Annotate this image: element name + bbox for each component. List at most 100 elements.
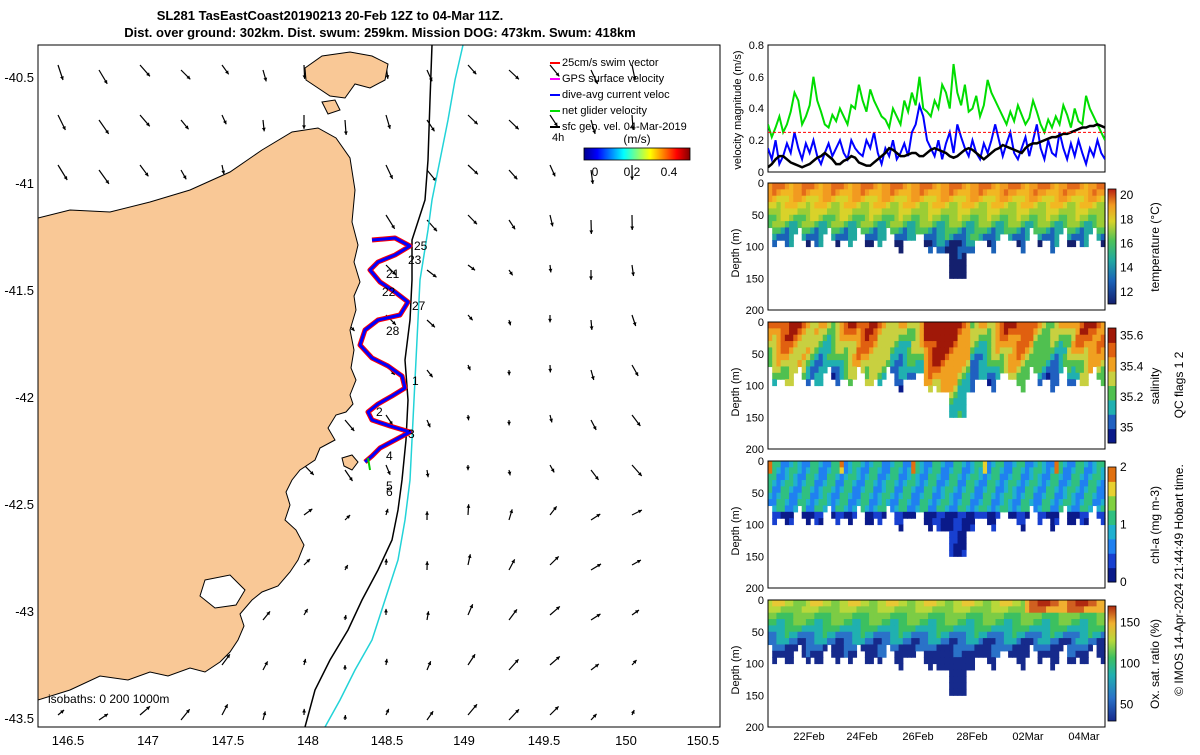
section-cell bbox=[882, 474, 887, 481]
section-cell bbox=[848, 240, 853, 247]
section-cell bbox=[1092, 208, 1097, 215]
section-cell bbox=[987, 480, 992, 487]
section-cell bbox=[861, 638, 866, 645]
section-cell bbox=[861, 606, 866, 613]
section-cell bbox=[1097, 606, 1102, 613]
section-cell bbox=[915, 215, 920, 222]
section-cell bbox=[945, 518, 950, 525]
section-cell bbox=[1038, 613, 1043, 620]
section-cell bbox=[1067, 606, 1072, 613]
section-cell bbox=[1054, 600, 1059, 607]
section-cell bbox=[772, 600, 777, 607]
section-cell bbox=[991, 379, 996, 386]
section-cell bbox=[991, 499, 996, 506]
section-cell bbox=[987, 347, 992, 354]
section-cell bbox=[865, 657, 870, 664]
map-x-tick: 147.5 bbox=[212, 733, 245, 748]
section-cell bbox=[1050, 215, 1055, 222]
section-cell bbox=[1088, 474, 1093, 481]
section-cell bbox=[962, 600, 967, 607]
section-cell bbox=[878, 461, 883, 468]
section-cell bbox=[785, 189, 790, 196]
section-cell bbox=[840, 196, 845, 203]
section-cell bbox=[907, 606, 912, 613]
section-cell bbox=[1054, 328, 1059, 335]
section-cell bbox=[915, 322, 920, 329]
section-cell bbox=[962, 625, 967, 632]
section-cell bbox=[861, 360, 866, 367]
section-cell bbox=[903, 505, 908, 512]
section-cell bbox=[840, 613, 845, 620]
section-cell bbox=[806, 638, 811, 645]
section-cell bbox=[953, 266, 958, 273]
section-cell bbox=[920, 461, 925, 468]
section-cell bbox=[793, 183, 798, 190]
section-cell bbox=[1071, 493, 1076, 500]
section-cell bbox=[789, 467, 794, 474]
section-cell bbox=[928, 480, 933, 487]
section-cell bbox=[1092, 335, 1097, 342]
section-cell bbox=[793, 366, 798, 373]
section-cell bbox=[1097, 322, 1102, 329]
section-cell bbox=[848, 493, 853, 500]
section-cell bbox=[802, 606, 807, 613]
section-cell bbox=[848, 600, 853, 607]
section-cell bbox=[1025, 505, 1030, 512]
section-cell bbox=[970, 328, 975, 335]
section-cell bbox=[958, 651, 963, 658]
colorbar-label: Ox. sat. ratio (%) bbox=[1148, 619, 1162, 709]
section-cell bbox=[878, 518, 883, 525]
section-cell bbox=[958, 474, 963, 481]
section-cell bbox=[903, 493, 908, 500]
section-cell bbox=[793, 613, 798, 620]
section-cell bbox=[966, 354, 971, 361]
section-cell bbox=[920, 354, 925, 361]
section-cell bbox=[966, 644, 971, 651]
section-cell bbox=[962, 664, 967, 671]
section-cell bbox=[924, 373, 929, 380]
section-cell bbox=[958, 253, 963, 260]
section-cell bbox=[1084, 347, 1089, 354]
section-cell bbox=[1067, 215, 1072, 222]
section-cell bbox=[856, 189, 861, 196]
section-cell bbox=[810, 486, 815, 493]
section-cell bbox=[1008, 480, 1013, 487]
section-cell bbox=[861, 221, 866, 228]
section-cell bbox=[1029, 360, 1034, 367]
section-cell bbox=[848, 221, 853, 228]
section-cell bbox=[1080, 467, 1085, 474]
section-cell bbox=[958, 632, 963, 639]
section-cell bbox=[899, 467, 904, 474]
section-cell bbox=[1050, 606, 1055, 613]
section-cell bbox=[932, 657, 937, 664]
section-cell bbox=[924, 379, 929, 386]
section-cell bbox=[1012, 644, 1017, 651]
section-cell bbox=[797, 208, 802, 215]
depth-axis-label: Depth (m) bbox=[730, 229, 742, 278]
section-cell bbox=[920, 499, 925, 506]
section-cell bbox=[1021, 461, 1026, 468]
section-cell bbox=[953, 480, 958, 487]
section-cell bbox=[1059, 606, 1064, 613]
section-cell bbox=[793, 322, 798, 329]
section-cell bbox=[806, 328, 811, 335]
section-cell bbox=[1033, 493, 1038, 500]
section-cell bbox=[1050, 657, 1055, 664]
section-cell bbox=[962, 354, 967, 361]
section-cell bbox=[776, 322, 781, 329]
section-cell bbox=[907, 373, 912, 380]
section-cell bbox=[1076, 208, 1081, 215]
section-cell bbox=[958, 398, 963, 405]
section-cell bbox=[915, 474, 920, 481]
section-cell bbox=[1071, 183, 1076, 190]
section-cell bbox=[1067, 335, 1072, 342]
section-cell bbox=[920, 183, 925, 190]
section-cell bbox=[776, 208, 781, 215]
section-cell bbox=[1054, 474, 1059, 481]
section-cell bbox=[1071, 341, 1076, 348]
section-cell bbox=[932, 606, 937, 613]
section-cell bbox=[781, 196, 786, 203]
section-cell bbox=[983, 189, 988, 196]
section-cell bbox=[1008, 461, 1013, 468]
section-cell bbox=[1088, 493, 1093, 500]
